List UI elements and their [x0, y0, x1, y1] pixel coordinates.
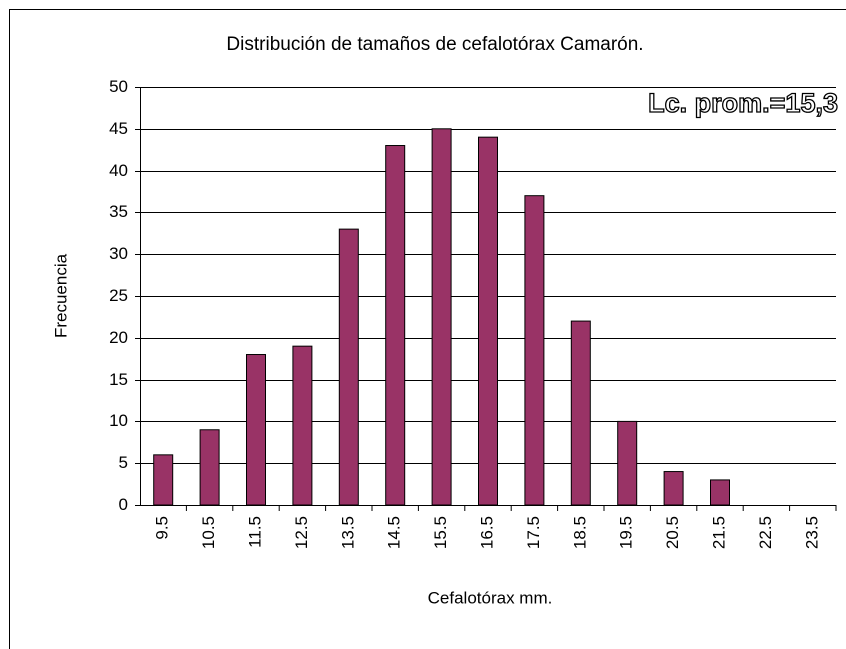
bar	[385, 145, 406, 506]
x-tick-label: 23.5	[802, 516, 821, 549]
annotation: Lc. prom.=15,3	[648, 88, 838, 118]
x-tick-label: 17.5	[524, 516, 543, 549]
x-tick-label: 9.5	[153, 516, 172, 540]
x-tick-label: 18.5	[570, 516, 589, 549]
bar	[292, 345, 313, 506]
bar	[524, 195, 545, 506]
x-tick-label: 10.5	[199, 516, 218, 549]
bar	[431, 128, 452, 506]
x-tick-label: 16.5	[477, 516, 496, 549]
x-tick-label: 21.5	[709, 516, 728, 549]
bar	[338, 228, 359, 506]
bar	[570, 320, 591, 506]
y-tick-label: 40	[109, 161, 128, 180]
y-tick-label: 20	[109, 328, 128, 347]
bar	[153, 454, 174, 506]
y-tick-label: 50	[109, 77, 128, 96]
x-tick-label: 12.5	[292, 516, 311, 549]
x-tick-label: 15.5	[431, 516, 450, 549]
bar	[199, 429, 220, 506]
y-tick-label: 15	[109, 370, 128, 389]
y-tick-label: 35	[109, 202, 128, 221]
y-tick-label: 5	[119, 453, 128, 472]
bar	[710, 479, 730, 506]
bar	[617, 420, 638, 506]
y-tick-label: 45	[109, 119, 128, 138]
y-tick-label: 10	[109, 411, 128, 430]
x-tick-label: 19.5	[617, 516, 636, 549]
y-tick-label: 0	[119, 495, 128, 514]
x-tick-label: 13.5	[338, 516, 357, 549]
x-axis-label: Cefalotórax mm.	[428, 588, 553, 607]
y-tick-label: 30	[109, 244, 128, 263]
bar	[478, 136, 498, 506]
x-tick-label: 11.5	[245, 516, 264, 548]
y-tick-label: 25	[109, 286, 128, 305]
x-tick-label: 22.5	[756, 516, 775, 549]
bar	[246, 354, 266, 506]
chart-title: Distribución de tamaños de cefalotórax C…	[226, 34, 643, 55]
bar	[663, 471, 684, 506]
y-axis-label: Frecuencia	[51, 253, 70, 338]
x-tick-label: 20.5	[663, 516, 682, 549]
x-tick-label: 14.5	[385, 516, 404, 549]
